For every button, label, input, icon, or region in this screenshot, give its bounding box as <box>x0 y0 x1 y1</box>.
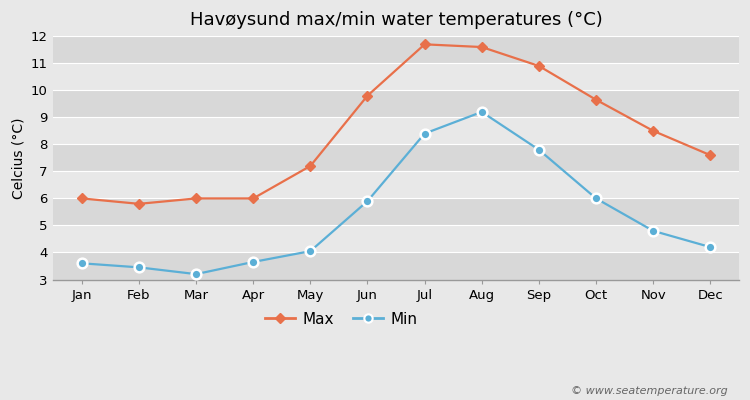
Max <box>191 196 200 201</box>
Max <box>306 164 315 168</box>
Max <box>535 64 544 68</box>
Bar <box>53 90 739 117</box>
Bar <box>53 117 739 144</box>
Max <box>77 196 86 201</box>
Min <box>191 272 200 276</box>
Legend: Max, Min: Max, Min <box>259 306 424 333</box>
Min <box>535 147 544 152</box>
Min <box>592 196 601 201</box>
Bar <box>53 144 739 171</box>
Max <box>420 42 429 47</box>
Text: © www.seatemperature.org: © www.seatemperature.org <box>571 386 728 396</box>
Bar <box>53 63 739 90</box>
Min <box>77 261 86 266</box>
Min <box>249 260 258 264</box>
Min <box>477 110 486 114</box>
Y-axis label: Celcius (°C): Celcius (°C) <box>11 117 25 199</box>
Line: Min: Min <box>77 107 716 279</box>
Bar <box>53 171 739 198</box>
Bar <box>53 36 739 63</box>
Min <box>649 228 658 233</box>
Bar <box>53 198 739 226</box>
Max <box>592 97 601 102</box>
Title: Havøysund max/min water temperatures (°C): Havøysund max/min water temperatures (°C… <box>190 11 602 29</box>
Min <box>420 131 429 136</box>
Min <box>134 265 143 270</box>
Max <box>363 93 372 98</box>
Max <box>649 128 658 133</box>
Max <box>249 196 258 201</box>
Max <box>477 45 486 50</box>
Min <box>363 199 372 204</box>
Line: Max: Max <box>78 40 714 208</box>
Min <box>706 245 715 250</box>
Bar <box>53 226 739 252</box>
Max <box>706 153 715 158</box>
Bar <box>53 252 739 280</box>
Min <box>306 249 315 254</box>
Max <box>134 202 143 206</box>
